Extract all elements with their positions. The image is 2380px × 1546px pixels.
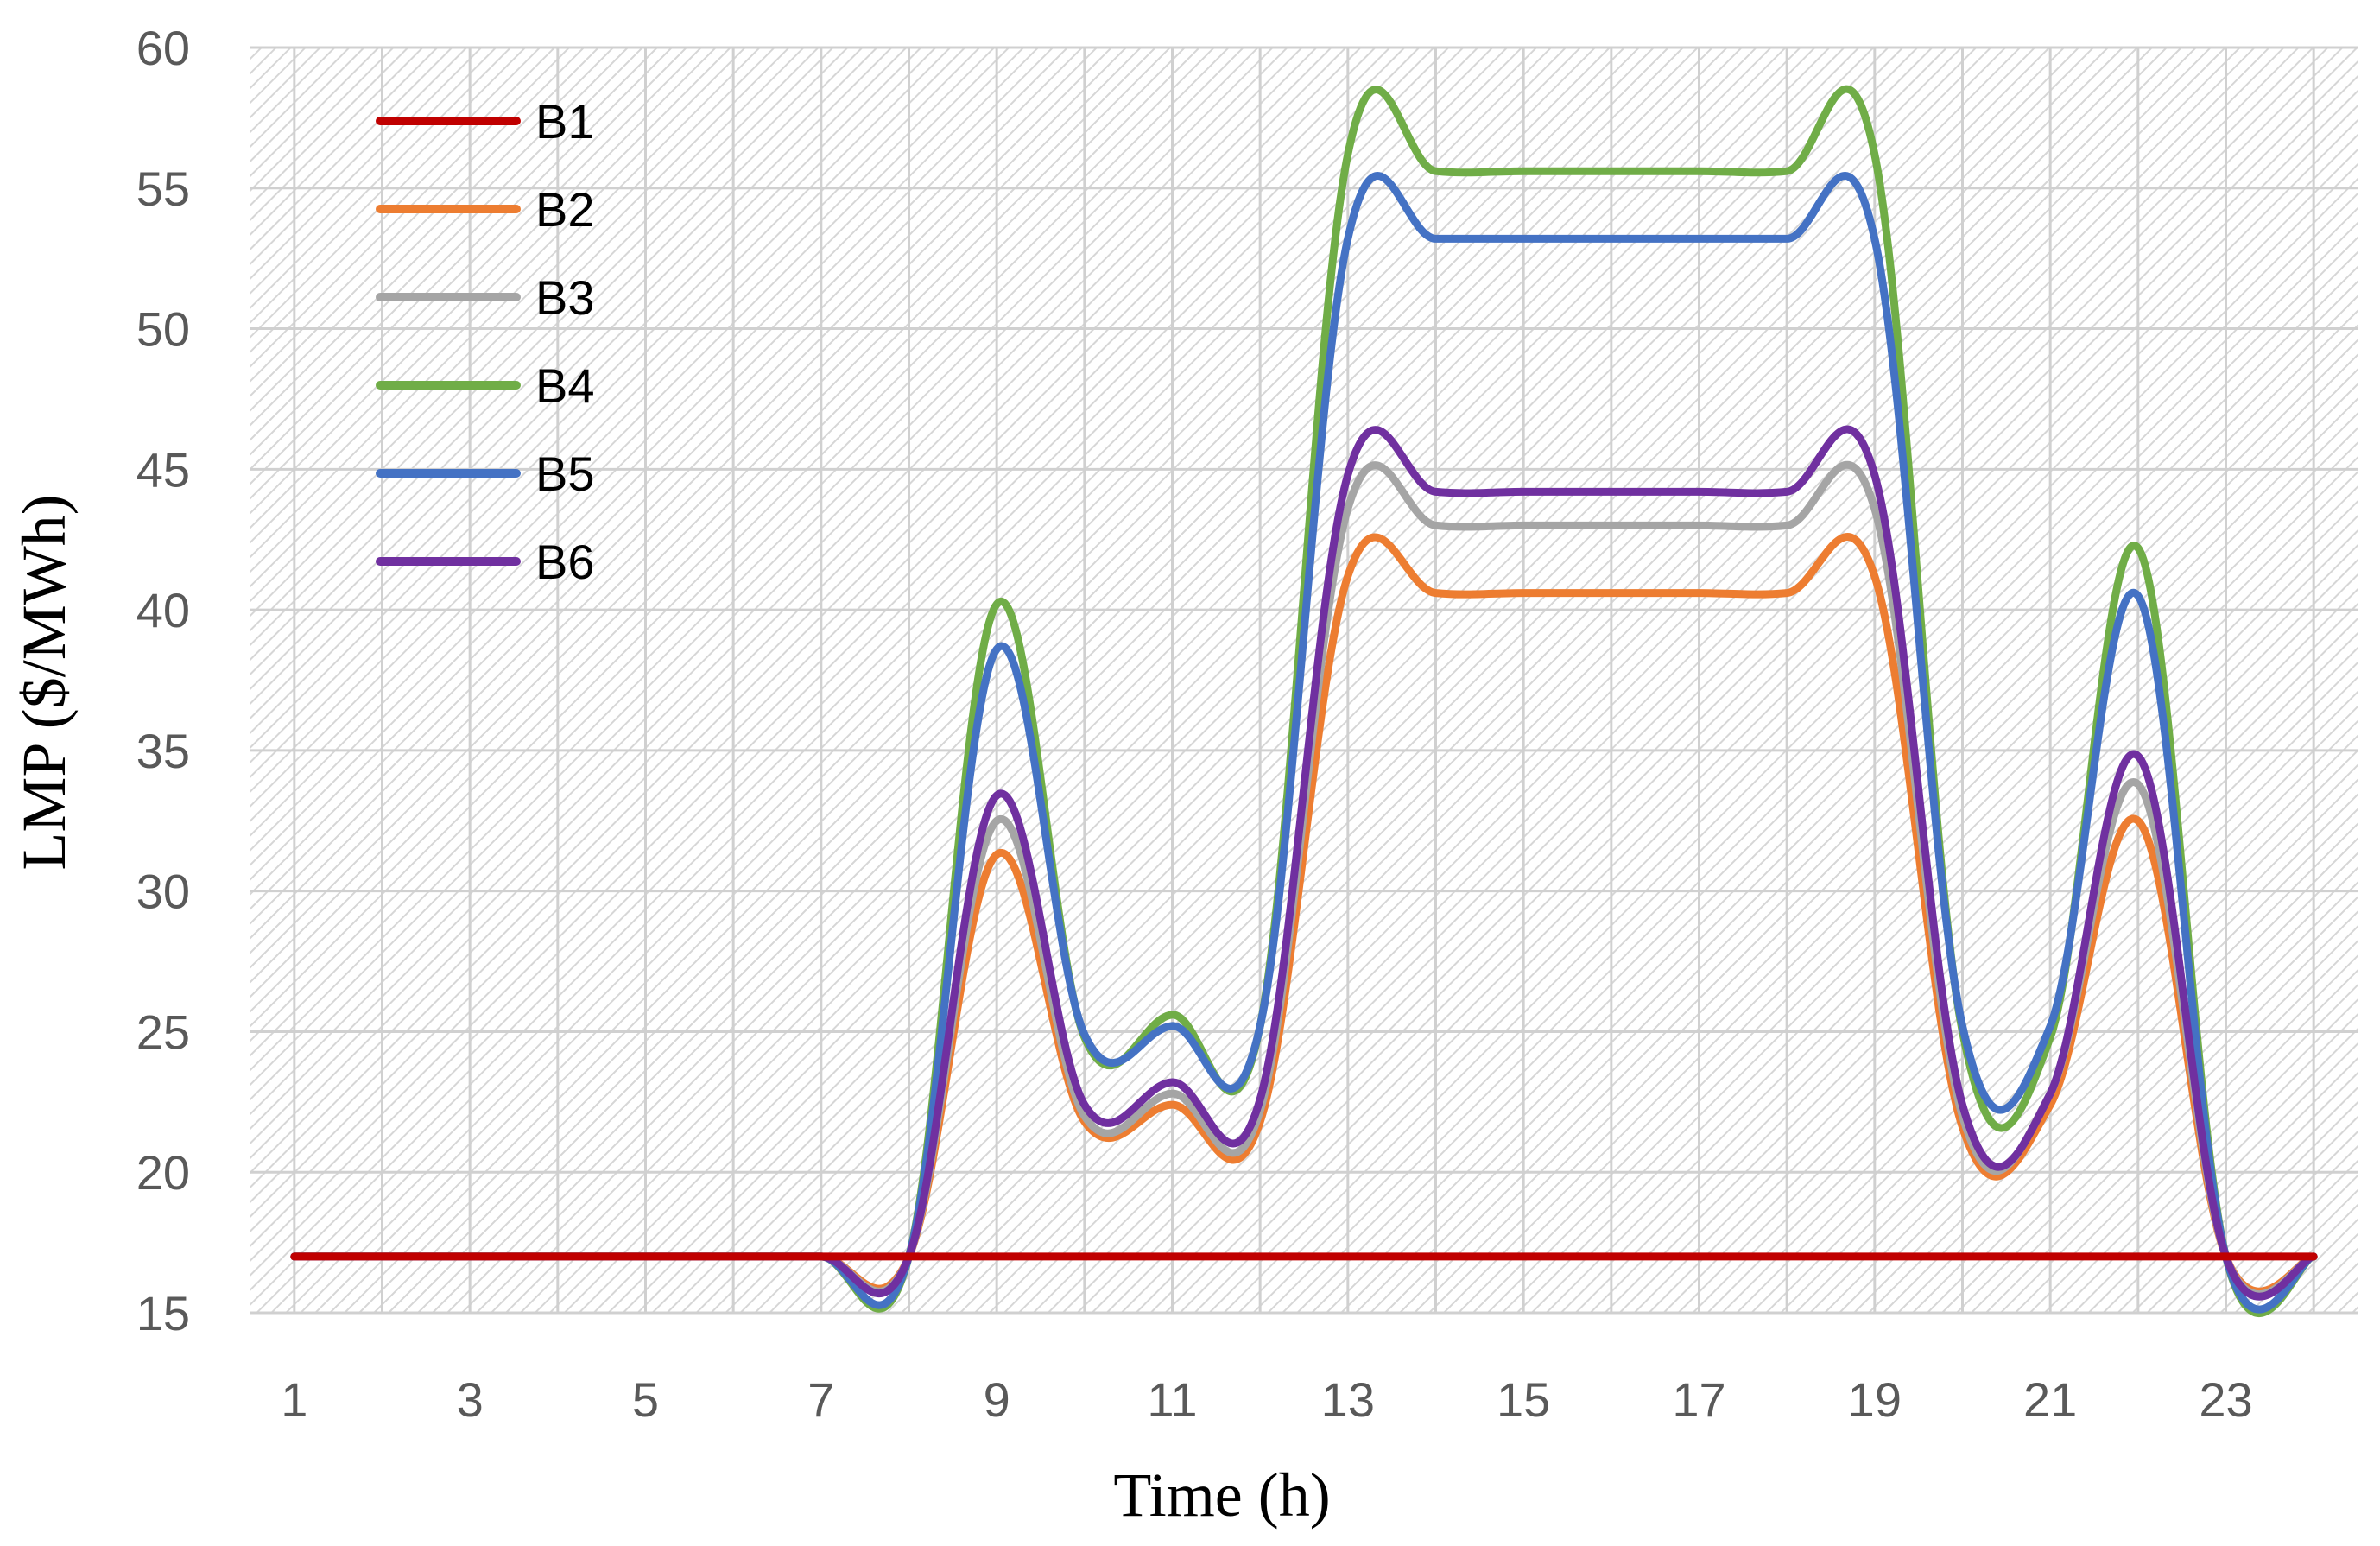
y-tick-label: 40 [136,583,190,637]
x-tick-label: 3 [457,1372,484,1427]
legend-label-b4: B4 [535,358,595,413]
legend: B1 B2 B3 B4 B5 B6 [376,94,595,589]
y-tick-label: 20 [136,1145,190,1200]
y-tick-label: 15 [136,1286,190,1340]
x-tick-label: 9 [984,1372,1010,1427]
series-lines [290,85,2318,1317]
y-tick-label: 50 [136,302,190,357]
legend-label-b3: B3 [535,270,595,325]
plot-area [250,48,2358,1313]
legend-label-b6: B6 [535,535,595,589]
x-axis-title: Time (h) [1113,1460,1330,1530]
x-tick-label: 11 [1147,1372,1197,1427]
y-tick-label: 55 [136,162,190,216]
x-tick-label: 1 [281,1372,307,1427]
x-tick-label: 7 [807,1372,834,1427]
y-tick-label: 30 [136,865,190,919]
y-axis-ticks: 15 20 25 30 35 40 45 50 55 60 [136,21,190,1340]
y-tick-label: 35 [136,724,190,778]
x-axis-ticks: 1 3 5 7 9 11 13 15 17 19 21 23 [281,1372,2252,1427]
y-axis-title: LMP ($/MWh) [9,494,79,870]
y-tick-label: 45 [136,442,190,497]
y-tick-label: 60 [136,21,190,75]
x-tick-label: 23 [2199,1372,2252,1427]
x-tick-label: 17 [1672,1372,1725,1427]
x-tick-label: 13 [1321,1372,1375,1427]
legend-label-b2: B2 [535,182,595,237]
x-tick-label: 15 [1497,1372,1550,1427]
x-tick-label: 19 [1848,1372,1902,1427]
legend-label-b5: B5 [535,447,595,501]
y-tick-label: 25 [136,1004,190,1059]
x-tick-label: 21 [2023,1372,2077,1427]
x-tick-label: 5 [632,1372,659,1427]
legend-label-b1: B1 [535,94,595,149]
